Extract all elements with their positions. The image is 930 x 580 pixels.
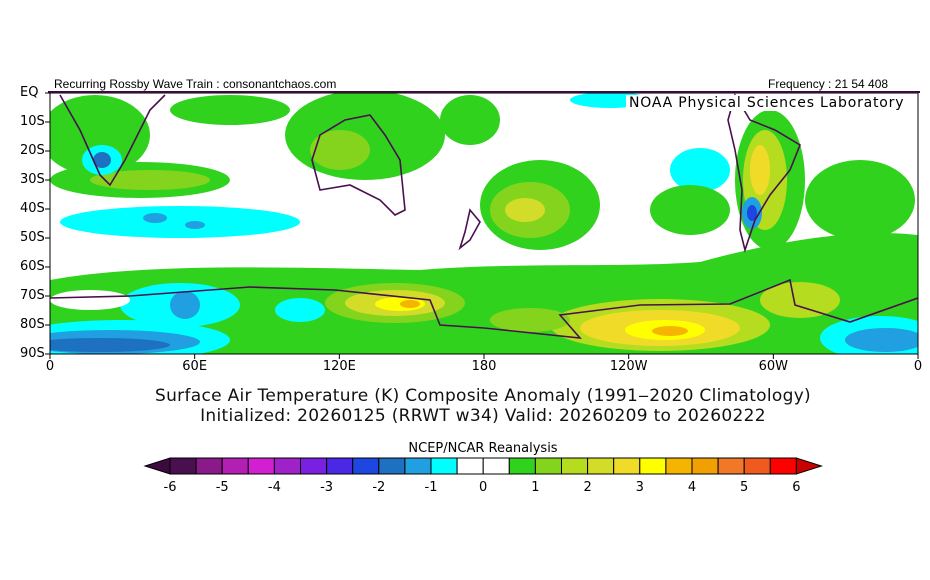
colorbar-tick-label: -4 [267, 480, 281, 495]
anomaly-contour [50, 290, 130, 310]
colorbar-swatch [508, 457, 536, 475]
colorbar-swatch [691, 457, 719, 475]
anomaly-contour [170, 291, 200, 319]
colorbar-tick-label: 1 [531, 480, 540, 495]
y-tick-label: 70S [20, 288, 45, 303]
colorbar-swatch [169, 457, 197, 475]
colorbar-tick-label: -6 [163, 480, 177, 495]
anomaly-contour [760, 282, 840, 318]
anomaly-contour [285, 93, 445, 180]
colorbar-tick-label: -1 [424, 480, 438, 495]
coastline [311, 114, 406, 216]
anomaly-contour [310, 130, 370, 170]
colorbar-swatch [221, 457, 249, 475]
y-tick-label: 40S [20, 201, 45, 216]
colorbar-title: NCEP/NCAR Reanalysis [408, 441, 558, 456]
chart-title: Surface Air Temperature (K) Composite An… [155, 386, 811, 406]
x-tick-label: 0 [45, 359, 55, 374]
anomaly-contour [440, 95, 500, 145]
colorbar-swatch [587, 457, 615, 475]
anomaly-contour [170, 95, 290, 125]
anomaly-contour [505, 198, 545, 222]
colorbar-tick-label: -5 [215, 480, 229, 495]
frequency-label: Frequency : 21 54 408 [768, 77, 889, 91]
colorbar-tick-label: 4 [687, 480, 697, 495]
colorbar-low-arrow [143, 457, 171, 475]
credit-label: NOAA Physical Sciences Laboratory [626, 95, 908, 111]
anomaly-contour [670, 148, 730, 192]
anomaly-contour [143, 213, 167, 223]
colorbar-swatch [743, 457, 771, 475]
colorbar-swatch [665, 457, 693, 475]
colorbar-tick-label: 2 [583, 480, 592, 495]
colorbar-tick-label: -3 [320, 480, 334, 495]
colorbar-swatch [430, 457, 458, 475]
anomaly-contour [50, 95, 150, 175]
colorbar-swatch [300, 457, 328, 475]
anomaly-contour [275, 298, 325, 322]
anomaly-contour [845, 328, 918, 352]
anomaly-contour [650, 185, 730, 235]
colorbar-swatch [613, 457, 641, 475]
x-tick-label: 60E [182, 359, 208, 374]
anomaly-contour [652, 326, 688, 336]
anomaly-contour [185, 221, 205, 229]
colorbar-swatch [404, 457, 432, 475]
colorbar-swatch [639, 457, 667, 475]
y-tick-label: EQ [20, 85, 39, 100]
x-tick-label: 120W [609, 359, 648, 374]
colorbar-swatch [456, 457, 484, 475]
colorbar-high-arrow [795, 457, 824, 475]
colorbar-swatch [378, 457, 406, 475]
colorbar-swatch [195, 457, 223, 475]
y-tick-label: 10S [20, 114, 45, 129]
colorbar-swatch [769, 457, 797, 475]
colorbar-swatch [326, 457, 354, 475]
colorbar-swatch [352, 457, 380, 475]
coastline [50, 278, 918, 340]
colorbar-tick-label: 3 [635, 480, 644, 495]
colorbar-tick-label: 0 [479, 480, 488, 495]
anomaly-contour [60, 206, 300, 238]
anomaly-contour [747, 205, 757, 221]
colorbar-tick-label: -2 [372, 480, 386, 495]
colorbar-swatch [273, 457, 301, 475]
x-tick-label: 180 [471, 359, 497, 374]
coastline [458, 208, 481, 251]
anomaly-contour [50, 338, 170, 352]
y-tick-label: 60S [20, 259, 45, 274]
colorbar-swatch [534, 457, 563, 475]
anomaly-contour [90, 170, 210, 190]
coastline [727, 93, 801, 253]
colorbar-swatch [247, 457, 275, 475]
x-tick-label: 0 [913, 359, 923, 374]
y-tick-label: 80S [20, 317, 45, 332]
colorbar-swatch [717, 457, 745, 475]
y-tick-label: 50S [20, 230, 45, 245]
colorbar-swatch [482, 457, 510, 475]
colorbar-tick-label: 6 [792, 480, 801, 495]
y-tick-label: 90S [20, 346, 45, 361]
anomaly-contour [805, 160, 915, 240]
y-tick-label: 20S [20, 143, 45, 158]
source-label: Recurring Rossby Wave Train : consonantc… [54, 77, 337, 91]
anomaly-contour [93, 152, 111, 168]
coastline [59, 94, 166, 187]
x-tick-label: 120E [322, 359, 356, 374]
anomaly-contour [750, 145, 770, 195]
chart-subtitle: Initialized: 20260125 (RRWT w34) Valid: … [200, 406, 766, 426]
colorbar-swatch [561, 457, 589, 475]
x-tick-label: 60W [758, 359, 789, 374]
colorbar-tick-label: 5 [740, 480, 749, 495]
anomaly-contour [400, 300, 420, 308]
y-tick-label: 30S [20, 172, 45, 187]
anomaly-contour [490, 308, 570, 332]
